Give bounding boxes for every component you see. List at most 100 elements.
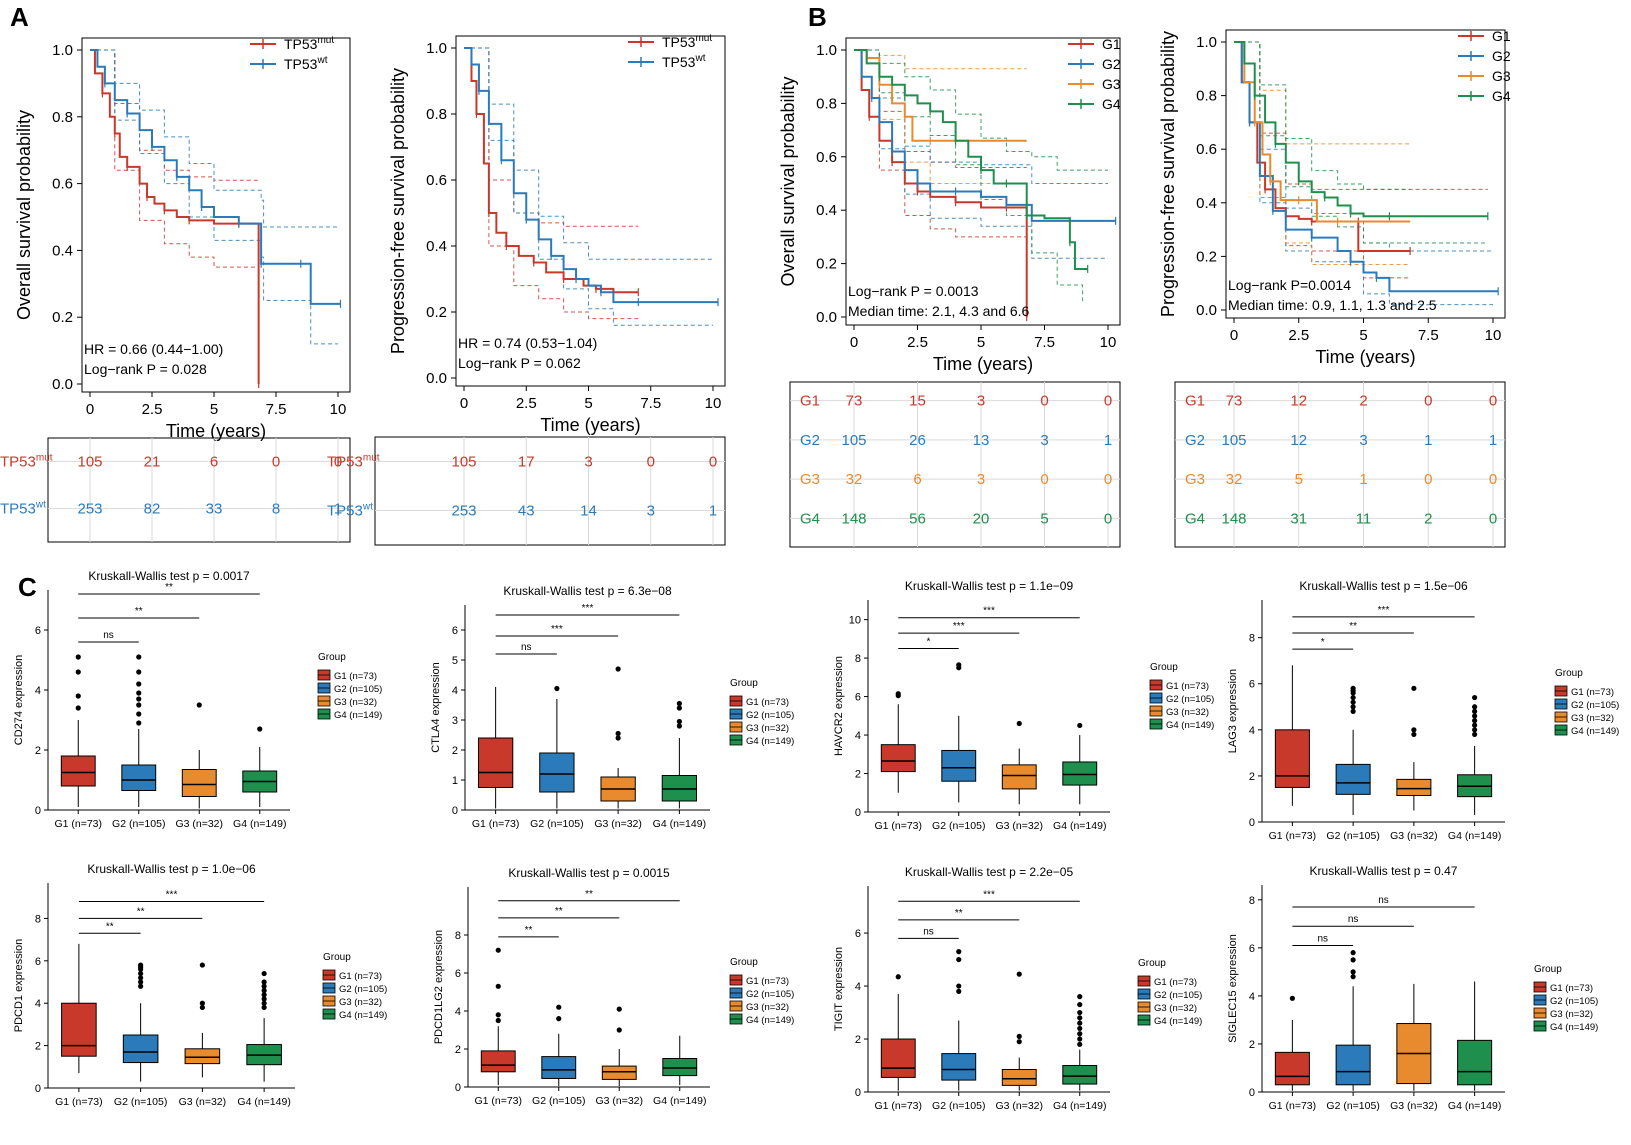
y-tick-label: 0.6 bbox=[1196, 141, 1217, 158]
legend-label: G1 (n=73) bbox=[334, 671, 377, 682]
risk-count: 0 bbox=[1489, 393, 1497, 410]
outlier-point bbox=[676, 718, 682, 725]
risk-count: 73 bbox=[846, 393, 863, 410]
stat-annotation: Median time: 0.9, 1.1, 1.3 and 2.5 bbox=[1228, 297, 1437, 313]
outlier-point bbox=[1350, 699, 1356, 705]
legend-label: G1 bbox=[1492, 28, 1511, 44]
y-tick-label: 0.2 bbox=[1196, 248, 1217, 265]
outlier-point bbox=[1472, 694, 1478, 701]
outlier-point bbox=[1077, 722, 1083, 729]
x-tick-label: G4 (n=149) bbox=[1448, 1100, 1501, 1112]
legend-label: TP53wt bbox=[284, 55, 328, 72]
risk-label-base: TP53 bbox=[0, 453, 36, 470]
outlier-point bbox=[136, 669, 142, 675]
legend-title: Group bbox=[1555, 668, 1583, 679]
y-tick-label: 6 bbox=[1249, 943, 1255, 955]
outlier-point bbox=[1077, 1041, 1083, 1047]
legend-label: G3 (n=32) bbox=[1154, 1003, 1197, 1014]
x-tick-label: 10 bbox=[330, 401, 347, 418]
legend-label: G3 bbox=[1102, 76, 1121, 92]
risk-count: 0 bbox=[334, 453, 342, 470]
risk-count: 0 bbox=[1104, 510, 1112, 527]
stat-annotation: HR = 0.66 (0.44−1.00) bbox=[84, 341, 223, 357]
y-tick-label: 4 bbox=[35, 998, 41, 1010]
significance-label: ** bbox=[135, 606, 143, 617]
legend-label: G1 (n=73) bbox=[1571, 687, 1614, 698]
x-tick-label: G1 (n=73) bbox=[474, 1095, 522, 1107]
outlier-point bbox=[615, 735, 621, 741]
outlier-point bbox=[196, 702, 202, 708]
risk-count: 0 bbox=[272, 453, 280, 470]
outlier-point bbox=[956, 949, 962, 955]
legend-label: G4 (n=149) bbox=[1154, 1016, 1202, 1027]
risk-count: 3 bbox=[1359, 432, 1367, 449]
significance-label: ** bbox=[137, 906, 145, 917]
box-g2 bbox=[539, 752, 575, 793]
y-tick-label: 4 bbox=[855, 730, 861, 742]
outlier-point bbox=[75, 705, 81, 711]
y-tick-label: 0.6 bbox=[426, 172, 447, 189]
y-tick-label: 2 bbox=[35, 1041, 41, 1053]
box-g3 bbox=[601, 1065, 637, 1080]
confidence-band bbox=[464, 47, 639, 320]
outlier-point bbox=[138, 983, 144, 989]
outlier-point bbox=[1077, 994, 1083, 1000]
significance-label: *** bbox=[983, 889, 995, 900]
significance-label: ** bbox=[165, 582, 173, 593]
outlier-point bbox=[261, 996, 267, 1002]
risk-count: 0 bbox=[1489, 471, 1497, 488]
confidence-band bbox=[854, 49, 1027, 70]
confidence-band bbox=[90, 49, 338, 228]
box-g2 bbox=[122, 1034, 159, 1064]
y-tick-label: 6 bbox=[35, 956, 41, 968]
outlier-point bbox=[199, 962, 205, 968]
legend-label: TP53wt bbox=[662, 53, 706, 70]
chart-title: Kruskall-Wallis test p = 0.0015 bbox=[508, 866, 670, 880]
risk-label-base: TP53 bbox=[0, 501, 36, 518]
confidence-band bbox=[1234, 41, 1493, 306]
outlier-point bbox=[895, 974, 901, 980]
legend-title: Group bbox=[1138, 958, 1166, 969]
box-g1 bbox=[1274, 1051, 1310, 1086]
risk-count: 17 bbox=[518, 453, 535, 470]
x-tick-label: 5 bbox=[210, 401, 218, 418]
legend-label: TP53mut bbox=[662, 33, 712, 50]
significance-label: *** bbox=[166, 889, 178, 900]
survival-curve-tp53wt bbox=[90, 49, 341, 305]
significance-label: ** bbox=[585, 889, 593, 900]
legend-label: G1 (n=73) bbox=[1550, 983, 1593, 994]
y-tick-label: 0.4 bbox=[426, 238, 447, 255]
x-tick-label: G1 (n=73) bbox=[874, 820, 922, 832]
x-tick-label: G2 (n=105) bbox=[932, 1100, 985, 1112]
legend-label: G4 (n=149) bbox=[339, 1010, 387, 1021]
confidence-band bbox=[464, 47, 639, 227]
y-tick-label: 6 bbox=[855, 692, 861, 704]
risk-label-superscript: wt bbox=[362, 502, 373, 513]
y-tick-label: 0.0 bbox=[816, 309, 837, 326]
outlier-point bbox=[1472, 727, 1478, 733]
box-g1 bbox=[480, 1050, 516, 1073]
chart-title: Kruskall-Wallis test p = 0.47 bbox=[1310, 864, 1458, 878]
risk-row-label: G3 bbox=[1185, 471, 1205, 488]
survival-curve-g2 bbox=[1234, 41, 1499, 293]
risk-row-label: TP53wt bbox=[327, 502, 373, 520]
risk-row-label: TP53mut bbox=[0, 452, 53, 470]
survival-curve-g4 bbox=[1234, 41, 1488, 218]
risk-count: 5 bbox=[1040, 510, 1048, 527]
significance-label: *** bbox=[551, 624, 563, 635]
outlier-point bbox=[261, 970, 267, 977]
y-tick-label: 2 bbox=[855, 1034, 861, 1046]
x-tick-label: 2.5 bbox=[516, 395, 537, 412]
x-tick-label: G2 (n=105) bbox=[112, 818, 165, 830]
legend-base: TP53 bbox=[284, 36, 318, 52]
survival-curve-tp53mut bbox=[90, 49, 260, 384]
y-tick-label: 0.6 bbox=[52, 176, 73, 193]
chart-title: Kruskall-Wallis test p = 0.0017 bbox=[88, 569, 250, 583]
x-tick-label: 10 bbox=[705, 395, 722, 412]
outlier-point bbox=[1472, 731, 1478, 738]
risk-table-frame bbox=[374, 436, 726, 546]
outlier-point bbox=[136, 654, 142, 660]
box-g1 bbox=[477, 737, 514, 788]
boxplot-c3: 0 2 4 6 8 10 HAVCR2 expression Kruskall-Wallis … bbox=[833, 579, 1214, 832]
outlier-point bbox=[554, 685, 560, 692]
